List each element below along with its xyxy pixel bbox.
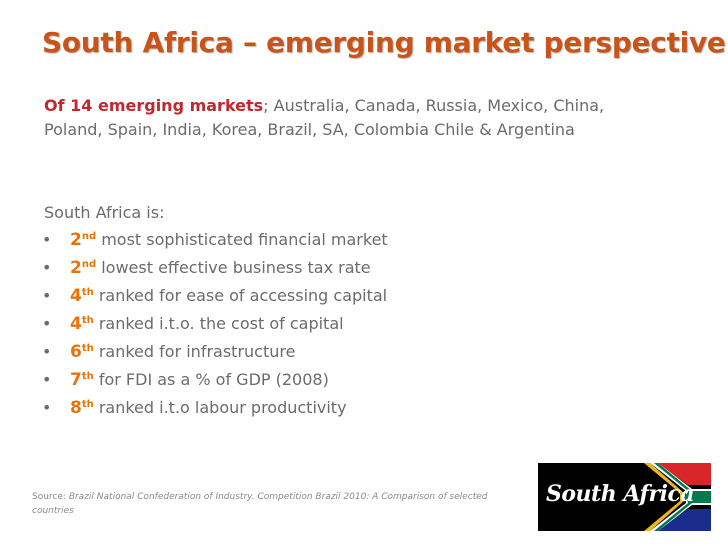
ranking-text: lowest effective business tax rate bbox=[96, 258, 371, 277]
bullet-icon: • bbox=[42, 258, 52, 277]
bullet-icon: • bbox=[42, 314, 52, 333]
south-africa-is-label: South Africa is: bbox=[44, 203, 165, 222]
ranking-item: • 4th ranked for ease of accessing capita… bbox=[42, 286, 388, 314]
bullet-icon: • bbox=[42, 398, 52, 417]
intro-lead: Of 14 emerging markets bbox=[44, 96, 264, 115]
ranking-text: ranked i.t.o. the cost of capital bbox=[93, 314, 344, 333]
ranking-text: ranked for infrastructure bbox=[93, 342, 296, 361]
intro-paragraph: Of 14 emerging markets; Australia, Canad… bbox=[44, 94, 664, 142]
source-text: Brazil National Confederation of Industr… bbox=[32, 492, 488, 516]
ranking-text: ranked i.t.o labour productivity bbox=[93, 398, 347, 417]
bullet-icon: • bbox=[42, 342, 52, 361]
source-citation: Source: Brazil National Confederation of… bbox=[32, 490, 512, 518]
rank-number: 4th bbox=[70, 286, 94, 306]
rank-number: 2nd bbox=[70, 258, 97, 278]
flag-stripes-icon bbox=[538, 463, 711, 531]
rank-number: 2nd bbox=[70, 230, 97, 250]
logo-text: South Africa bbox=[546, 481, 695, 507]
ranking-item: • 7th for FDI as a % of GDP (2008) bbox=[42, 370, 388, 398]
rank-number: 6th bbox=[70, 342, 94, 362]
ranking-item: • 8th ranked i.t.o labour productivity bbox=[42, 398, 388, 426]
ranking-item: • 2nd most sophisticated financial market bbox=[42, 230, 388, 258]
slide-title: South Africa – emerging market perspecti… bbox=[42, 26, 726, 59]
source-label: Source: bbox=[32, 492, 69, 502]
ranking-text: for FDI as a % of GDP (2008) bbox=[93, 370, 329, 389]
ranking-item: • 4th ranked i.t.o. the cost of capital bbox=[42, 314, 388, 342]
rank-number: 4th bbox=[70, 314, 94, 334]
rank-number: 8th bbox=[70, 398, 94, 418]
ranking-list: • 2nd most sophisticated financial market… bbox=[42, 230, 388, 426]
ranking-item: • 6th ranked for infrastructure bbox=[42, 342, 388, 370]
bullet-icon: • bbox=[42, 286, 52, 305]
intro-country-list: ; Australia, Canada, Russia, Mexico, Chi… bbox=[44, 96, 605, 139]
south-africa-logo: South Africa bbox=[538, 463, 711, 531]
ranking-text: most sophisticated financial market bbox=[96, 230, 388, 249]
bullet-icon: • bbox=[42, 230, 52, 249]
ranking-text: ranked for ease of accessing capital bbox=[93, 286, 388, 305]
rank-number: 7th bbox=[70, 370, 94, 390]
bullet-icon: • bbox=[42, 370, 52, 389]
ranking-item: • 2nd lowest effective business tax rate bbox=[42, 258, 388, 286]
